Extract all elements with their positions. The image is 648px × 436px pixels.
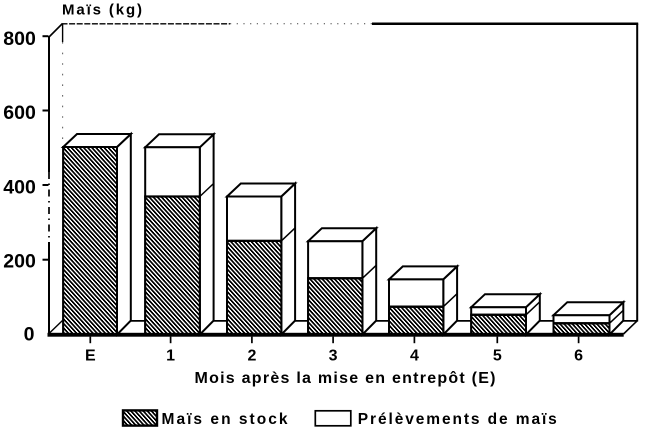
svg-text:800: 800	[3, 28, 36, 50]
svg-text:200: 200	[3, 251, 36, 273]
svg-text:Mois après la mise en entrepôt: Mois après la mise en entrepôt (E)	[195, 370, 496, 387]
svg-text:4: 4	[410, 348, 419, 365]
svg-text:600: 600	[3, 102, 36, 124]
svg-text:400: 400	[3, 176, 36, 198]
svg-text:3: 3	[329, 348, 338, 365]
svg-text:0: 0	[24, 324, 35, 346]
svg-text:1: 1	[166, 348, 175, 365]
svg-text:E: E	[85, 348, 96, 365]
svg-text:5: 5	[493, 348, 502, 365]
svg-text:2: 2	[247, 348, 256, 365]
svg-text:Maïs en stock: Maïs en stock	[162, 411, 288, 428]
svg-text:6: 6	[574, 348, 583, 365]
svg-text:Prélèvements de maïs: Prélèvements de maïs	[358, 411, 557, 428]
svg-text:Maïs (kg): Maïs (kg)	[62, 1, 142, 18]
